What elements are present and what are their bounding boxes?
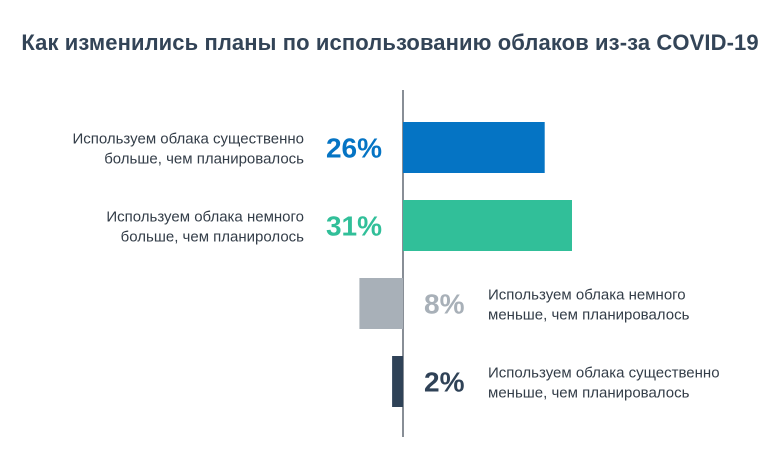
chart-marks: 26% Используем облака существенно больше, … xyxy=(72,122,720,407)
value-label-4: 2% xyxy=(424,367,465,398)
value-label-1: 26% xyxy=(326,133,382,164)
category-label-1: Используем облака существенно больше, чем… xyxy=(72,131,304,168)
value-label-3: 8% xyxy=(424,289,465,320)
bar-1 xyxy=(403,122,545,173)
value-label-2: 31% xyxy=(326,211,382,242)
chart-title: Как изменились планы по использованию об… xyxy=(21,30,759,55)
category-label-2: Используем облака немного больше, чем пла… xyxy=(106,209,304,246)
bar-4 xyxy=(392,356,403,407)
bar-2 xyxy=(403,200,572,251)
category-label-3: Используем облака немного меньше, чем пла… xyxy=(488,287,690,324)
bar-3 xyxy=(359,278,403,329)
category-label-4: Используем облака существенно меньше, чем… xyxy=(488,365,720,402)
